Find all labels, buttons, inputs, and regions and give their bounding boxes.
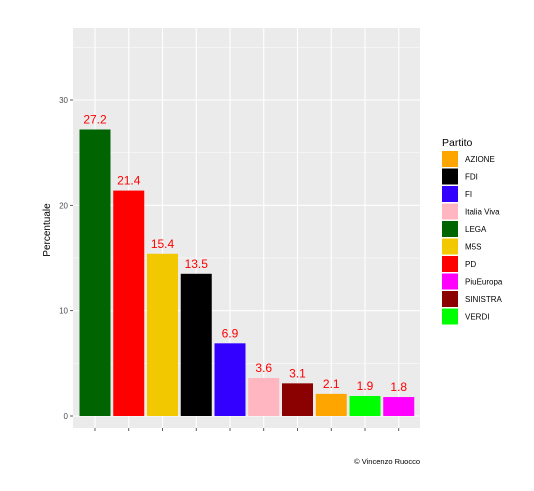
bars — [79, 129, 415, 416]
bar-sinistra — [282, 383, 313, 416]
legend-label: VERDI — [465, 313, 489, 322]
legend-swatch — [442, 151, 458, 167]
legend-swatch — [442, 256, 458, 272]
legend-swatch — [442, 221, 458, 237]
bar-pd — [113, 190, 145, 416]
caption: © Vincenzo Ruocco — [354, 457, 420, 466]
y-tick-label: 0 — [64, 412, 69, 421]
legend-label: M5S — [465, 243, 481, 252]
data-labels: 27.2 21.4 15.4 13.5 6.9 3.6 3.1 2.1 1.9 1.8 — [83, 112, 407, 394]
legend-swatch — [442, 291, 458, 307]
legend-label: FI — [465, 190, 472, 199]
legend-swatch — [442, 168, 458, 185]
y-axis: 0 10 20 30 — [59, 96, 73, 421]
bar-azione — [315, 393, 347, 416]
legend-label: LEGA — [465, 225, 487, 234]
data-label: 3.6 — [255, 361, 272, 375]
legend-title: Partito — [442, 137, 473, 149]
data-label: 21.4 — [117, 174, 141, 188]
legend-label: FDI — [465, 173, 478, 182]
legend: Partito AZIONE FDI FI Italia Viva LEGA M5S PD P… — [442, 137, 503, 325]
legend-swatch — [442, 238, 458, 255]
legend-swatch — [442, 203, 458, 220]
y-tick-label: 20 — [59, 201, 68, 210]
legend-items: AZIONE FDI FI Italia Viva LEGA M5S PD PiuEuropa… — [442, 151, 503, 325]
data-label: 3.1 — [289, 366, 306, 380]
data-label: 1.9 — [357, 379, 374, 393]
bar-verdi — [349, 395, 381, 416]
data-label: 13.5 — [185, 257, 209, 271]
data-label: 6.9 — [222, 326, 239, 340]
y-tick-label: 10 — [59, 307, 68, 316]
y-tick-label: 30 — [59, 96, 68, 105]
y-axis-title: Percentuale — [42, 203, 53, 257]
bar-fi — [214, 343, 246, 416]
x-axis — [94, 428, 400, 431]
data-label: 15.4 — [151, 237, 175, 251]
legend-label: AZIONE — [465, 155, 495, 164]
bar-lega — [79, 129, 111, 416]
bar-piueuropa — [383, 397, 415, 416]
legend-label: SINISTRA — [465, 295, 503, 304]
legend-label: PiuEuropa — [465, 278, 503, 287]
legend-label: PD — [465, 260, 476, 269]
data-label: 1.8 — [390, 380, 407, 394]
legend-swatch — [442, 186, 458, 202]
data-label: 2.1 — [323, 377, 340, 391]
bar-italia-viva — [248, 378, 280, 416]
legend-swatch — [442, 308, 458, 325]
legend-swatch — [442, 273, 458, 290]
bar-m5s — [147, 253, 178, 416]
legend-label: Italia Viva — [465, 208, 500, 217]
bar-fdi — [180, 273, 212, 416]
data-label: 27.2 — [83, 112, 107, 126]
